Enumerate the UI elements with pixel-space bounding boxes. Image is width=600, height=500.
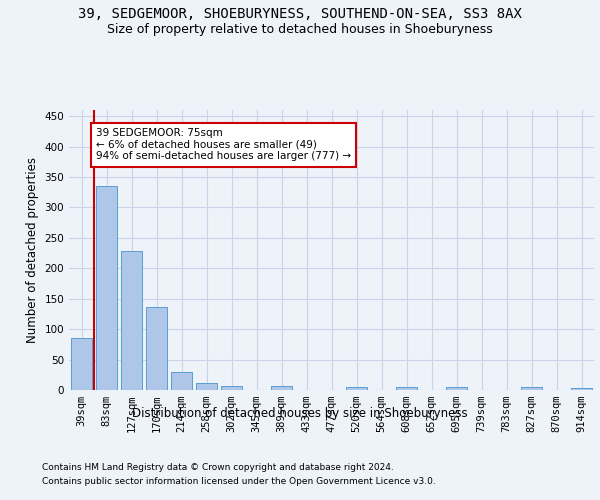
Bar — [346, 387, 367, 390]
Bar — [196, 384, 217, 390]
Bar — [71, 338, 92, 390]
Bar — [571, 388, 592, 390]
Bar — [96, 186, 117, 390]
Bar — [171, 372, 192, 390]
Text: Contains public sector information licensed under the Open Government Licence v3: Contains public sector information licen… — [42, 478, 436, 486]
Text: 39, SEDGEMOOR, SHOEBURYNESS, SOUTHEND-ON-SEA, SS3 8AX: 39, SEDGEMOOR, SHOEBURYNESS, SOUTHEND-ON… — [78, 8, 522, 22]
Bar — [446, 387, 467, 390]
Bar — [121, 250, 142, 390]
Y-axis label: Number of detached properties: Number of detached properties — [26, 157, 39, 343]
Text: Size of property relative to detached houses in Shoeburyness: Size of property relative to detached ho… — [107, 22, 493, 36]
Bar — [396, 387, 417, 390]
Bar — [521, 387, 542, 390]
Text: 39 SEDGEMOOR: 75sqm
← 6% of detached houses are smaller (49)
94% of semi-detache: 39 SEDGEMOOR: 75sqm ← 6% of detached hou… — [96, 128, 351, 162]
Text: Contains HM Land Registry data © Crown copyright and database right 2024.: Contains HM Land Registry data © Crown c… — [42, 462, 394, 471]
Bar — [146, 307, 167, 390]
Text: Distribution of detached houses by size in Shoeburyness: Distribution of detached houses by size … — [132, 408, 468, 420]
Bar — [221, 386, 242, 390]
Bar — [271, 386, 292, 390]
